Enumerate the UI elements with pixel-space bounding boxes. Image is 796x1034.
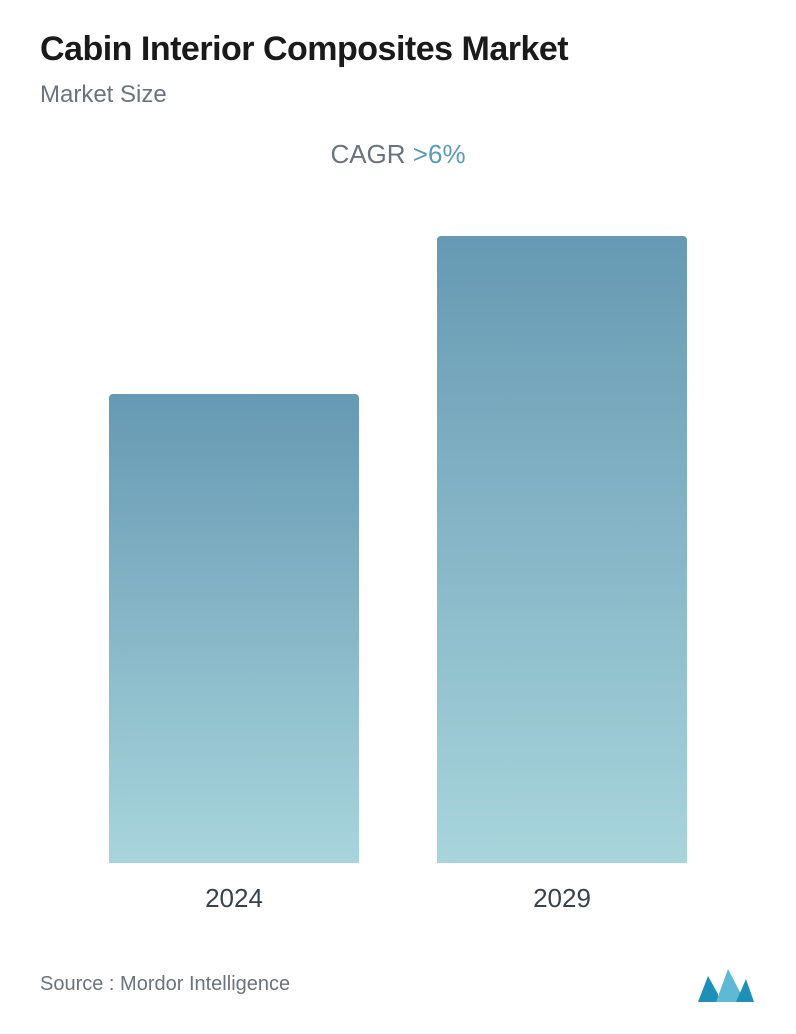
bar-chart: 2024 2029 — [40, 180, 756, 934]
bar-2024 — [109, 394, 359, 863]
chart-subtitle: Market Size — [40, 81, 756, 109]
bar-group-2024: 2024 — [109, 180, 359, 914]
cagr-label: CAGR — [330, 139, 405, 169]
bar-group-2029: 2029 — [437, 180, 687, 914]
bar-label-2029: 2029 — [533, 883, 591, 914]
cagr-value: >6% — [413, 139, 466, 169]
chart-title: Cabin Interior Composites Market — [40, 30, 756, 69]
mordor-logo — [696, 964, 756, 1004]
logo-icon — [696, 964, 756, 1004]
chart-footer: Source : Mordor Intelligence — [40, 934, 756, 1004]
chart-container: Cabin Interior Composites Market Market … — [0, 0, 796, 1034]
bar-2029 — [437, 236, 687, 863]
source-attribution: Source : Mordor Intelligence — [40, 973, 290, 996]
bar-label-2024: 2024 — [205, 883, 263, 914]
cagr-annotation: CAGR >6% — [40, 139, 756, 170]
